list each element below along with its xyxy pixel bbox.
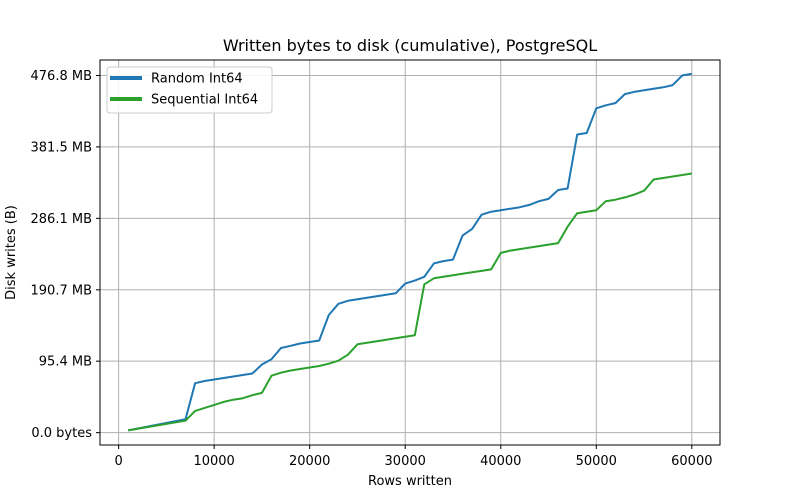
x-axis: 0 10000 20000 30000 40000 50000 60000 xyxy=(114,445,712,469)
y-tick-label: 95.4 MB xyxy=(39,355,92,370)
x-axis-title: Rows written xyxy=(368,474,452,489)
series-layer xyxy=(128,72,692,432)
legend-label-1: Random Int64 xyxy=(151,72,243,87)
x-tick-label: 50000 xyxy=(576,454,617,469)
y-tick-label: 286.1 MB xyxy=(31,212,92,227)
plot-frame xyxy=(99,59,721,446)
y-tick-label: 476.8 MB xyxy=(31,69,92,84)
x-tick-label: 30000 xyxy=(385,454,426,469)
x-tick-label: 60000 xyxy=(671,454,712,469)
y-tick-label: 381.5 MB xyxy=(31,140,92,155)
y-axis-title: Disk writes (B) xyxy=(4,205,19,300)
x-tick-label: 40000 xyxy=(480,454,521,469)
grid xyxy=(100,60,720,445)
y-tick-label: 190.7 MB xyxy=(31,283,92,298)
y-tick-label: 0.0 bytes xyxy=(31,426,92,441)
chart-title: Written bytes to disk (cumulative), Post… xyxy=(223,36,597,55)
x-tick-label: 0 xyxy=(114,454,122,469)
x-tick-label: 10000 xyxy=(193,454,234,469)
y-axis: 0.0 bytes 95.4 MB 190.7 MB 286.1 MB 381.5 MB… xyxy=(31,69,100,441)
legend: Random Int64 Sequential Int64 xyxy=(106,66,273,114)
legend-box xyxy=(106,66,273,114)
x-tick-label: 20000 xyxy=(289,454,330,469)
legend-label-2: Sequential Int64 xyxy=(151,93,258,108)
series-line-2 xyxy=(128,172,692,432)
series-line-1 xyxy=(128,72,692,432)
